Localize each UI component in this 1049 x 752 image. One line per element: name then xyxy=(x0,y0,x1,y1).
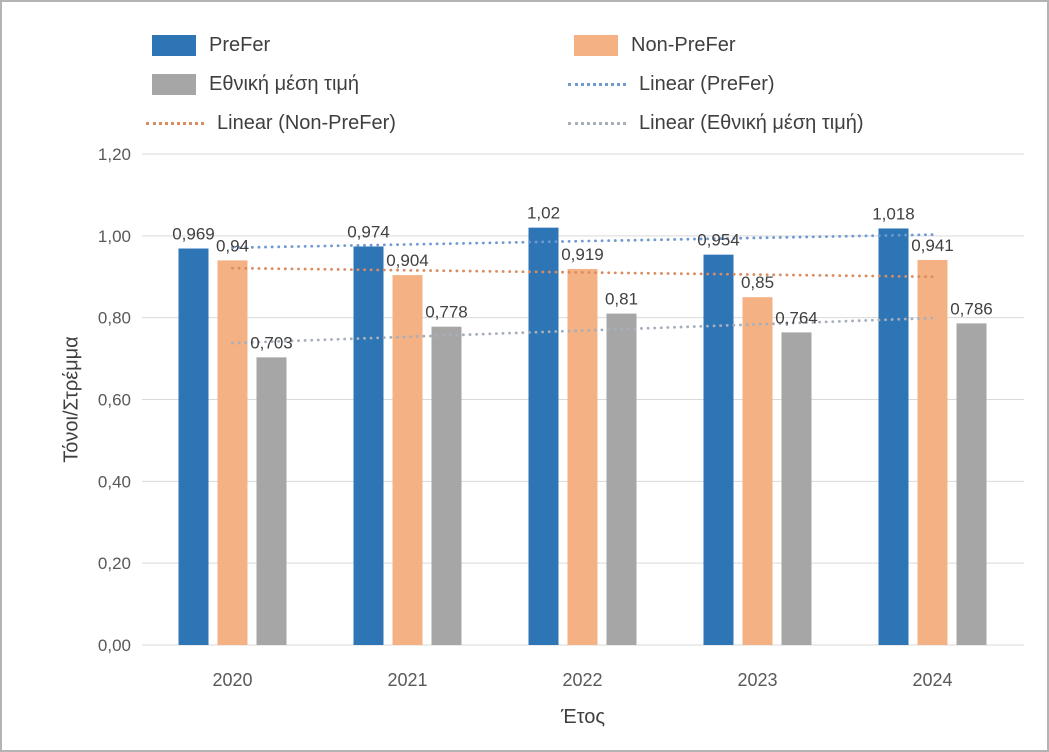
bar-PreFer-2020 xyxy=(178,248,209,645)
data-label-Non-PreFer-2021: 0,904 xyxy=(386,251,429,270)
trendline-Linear (Εθνική μέση τιμή) xyxy=(231,316,934,345)
legend-item-linear-prefer: Linear (PreFer) xyxy=(568,71,775,97)
x-tick-label-2023: 2023 xyxy=(737,670,777,690)
bar-series xyxy=(178,227,987,646)
bar-Εθνική μέση τιμή-2022 xyxy=(606,313,637,645)
legend-item-linear-national-average: Linear (Εθνική μέση τιμή) xyxy=(568,110,864,136)
legend-swatch-national-average xyxy=(152,73,196,95)
data-label-PreFer-2023: 0,954 xyxy=(697,231,740,250)
legend-item-national-average: Εθνική μέση τιμή xyxy=(152,71,359,97)
legend-swatch-nonprefer xyxy=(574,34,618,56)
data-label-Εθνική μέση τιμή-2020: 0,703 xyxy=(250,333,293,352)
x-tick-label-2024: 2024 xyxy=(912,670,952,690)
bar-Non-PreFer-2023 xyxy=(742,297,773,645)
y-tick-label: 1,20 xyxy=(98,145,131,164)
x-tick-label-2022: 2022 xyxy=(562,670,602,690)
data-label-Εθνική μέση τιμή-2023: 0,764 xyxy=(775,308,818,327)
data-label-Εθνική μέση τιμή-2024: 0,786 xyxy=(950,299,993,318)
trendlines xyxy=(231,233,934,345)
data-label-PreFer-2020: 0,969 xyxy=(172,225,215,244)
legend-dotted-line-nonprefer-icon xyxy=(146,121,204,125)
legend-label-prefer: PreFer xyxy=(209,33,271,56)
data-label-PreFer-2022: 1,02 xyxy=(527,204,560,223)
legend-item-linear-nonprefer: Linear (Non-PreFer) xyxy=(146,110,396,136)
data-labels: 0,969 0,974 1,02 0,954 1,018 0,94 0,904 0,919 0,… xyxy=(172,204,993,353)
y-tick-label: 0,00 xyxy=(98,636,131,655)
bar-PreFer-2023 xyxy=(703,254,734,645)
y-tick-label: 1,00 xyxy=(98,227,131,246)
data-label-Non-PreFer-2020: 0,94 xyxy=(216,236,249,255)
x-tick-label-2021: 2021 xyxy=(387,670,427,690)
legend-label-national-average: Εθνική μέση τιμή xyxy=(209,72,360,95)
legend-dotted-line-prefer-icon xyxy=(568,82,626,86)
bar-Non-PreFer-2021 xyxy=(392,275,423,645)
legend-label-linear-nonprefer: Linear (Non-PreFer) xyxy=(217,111,396,134)
y-tick-label: 0,80 xyxy=(98,309,131,328)
bar-PreFer-2024 xyxy=(878,228,909,646)
legend-item-prefer: PreFer xyxy=(152,32,270,58)
bar-Εθνική μέση τιμή-2020 xyxy=(256,357,287,645)
bar-Εθνική μέση τιμή-2024 xyxy=(956,323,987,645)
bar-PreFer-2021 xyxy=(353,246,384,645)
data-label-Non-PreFer-2022: 0,919 xyxy=(561,245,604,264)
y-tick-label: 0,40 xyxy=(98,472,131,491)
data-label-Non-PreFer-2023: 0,85 xyxy=(741,273,774,292)
data-label-PreFer-2021: 0,974 xyxy=(347,222,390,241)
legend-dotted-line-national-average-icon xyxy=(568,121,626,125)
y-axis-tick-labels: 0,00 0,20 0,40 0,60 0,80 1,00 1,20 xyxy=(98,145,131,655)
bar-Εθνική μέση τιμή-2023 xyxy=(781,332,812,645)
legend-swatch-prefer xyxy=(152,34,196,56)
y-tick-label: 0,20 xyxy=(98,554,131,573)
x-axis-title: Έτος xyxy=(560,706,606,728)
x-tick-label-2020: 2020 xyxy=(212,670,252,690)
bar-Non-PreFer-2020 xyxy=(217,260,248,645)
data-label-Non-PreFer-2024: 0,941 xyxy=(911,236,954,255)
legend-item-nonprefer: Non-PreFer xyxy=(574,32,735,58)
legend-label-linear-prefer: Linear (PreFer) xyxy=(639,72,775,95)
legend-label-nonprefer: Non-PreFer xyxy=(631,33,736,56)
bar-Non-PreFer-2022 xyxy=(567,268,598,645)
y-tick-label: 0,60 xyxy=(98,390,131,409)
bar-Εθνική μέση τιμή-2021 xyxy=(431,326,462,645)
data-label-PreFer-2024: 1,018 xyxy=(872,204,915,223)
data-label-Εθνική μέση τιμή-2022: 0,81 xyxy=(605,290,638,309)
trendline-Linear (Non-PreFer) xyxy=(231,266,934,279)
x-axis-tick-labels: 2020 2021 2022 2023 2024 xyxy=(212,670,952,690)
bar-Non-PreFer-2024 xyxy=(917,259,948,645)
data-label-Εθνική μέση τιμή-2021: 0,778 xyxy=(425,303,468,322)
legend-label-linear-national-average: Linear (Εθνική μέση τιμή) xyxy=(639,111,864,134)
trendline-Linear (PreFer) xyxy=(231,233,934,250)
bar-PreFer-2022 xyxy=(528,227,559,645)
